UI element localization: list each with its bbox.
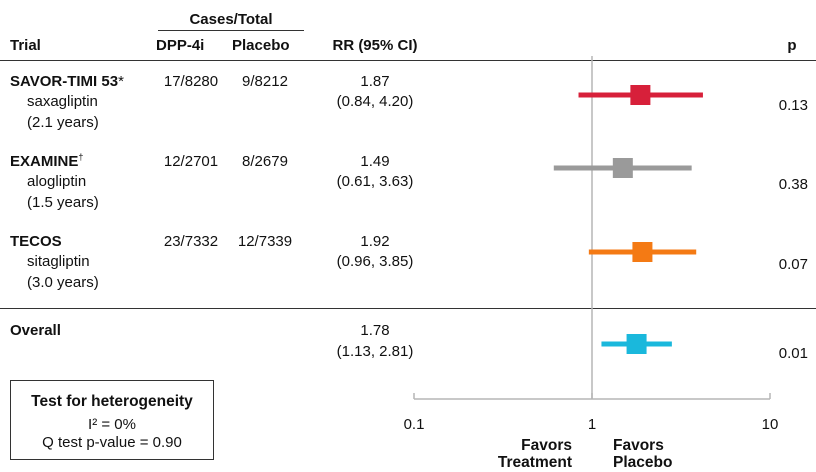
trial-name: TECOS [10, 233, 62, 250]
trial-drug: alogliptin [27, 173, 87, 190]
dpp4i-cases: 23/7332 [163, 233, 219, 250]
placebo-cases: 8/2679 [242, 153, 288, 170]
rr-value: 1.87 [360, 73, 390, 90]
rr-ci: (0.61, 3.63) [336, 173, 414, 190]
favors-placebo-line2: Placebo [613, 454, 673, 471]
rr-value: 1.49 [360, 153, 390, 170]
placebo-cases: 12/7339 [237, 233, 293, 250]
trial-name-cell: SAVOR-TIMI 53* [10, 73, 124, 91]
rr-value: 1.92 [360, 233, 390, 250]
p-value: 0.13 [778, 97, 808, 114]
point-estimate [630, 85, 651, 105]
point-estimate [626, 334, 647, 354]
trial-duration: (3.0 years) [27, 274, 99, 291]
trial-name-cell: TECOS [10, 233, 62, 251]
trial-name: SAVOR-TIMI 53 [10, 73, 119, 90]
dpp4i-cases: 17/8280 [163, 73, 219, 90]
dpp4i-header: DPP-4i [156, 37, 205, 54]
rr-ci: (0.84, 4.20) [336, 93, 414, 110]
trial-drug: sitagliptin [27, 253, 90, 270]
trial-name: EXAMINE [10, 153, 79, 170]
cases-total-header: Cases/Total [189, 11, 273, 28]
placebo-cases: 9/8212 [242, 73, 288, 90]
heterogeneity-box: Test for heterogeneity I² = 0% Q test p-… [10, 380, 214, 460]
i2-stat: I² = 0% [88, 416, 136, 433]
trial-footnote-mark: † [78, 152, 84, 162]
trial-name-cell: EXAMINE† [10, 153, 83, 171]
p-header: p [787, 37, 797, 54]
overall-rr-ci: (1.13, 2.81) [336, 343, 414, 360]
favors-placebo-line1: Favors [613, 437, 664, 454]
point-estimate [632, 242, 653, 262]
rr-ci: (0.96, 3.85) [336, 253, 414, 270]
dpp4i-cases: 12/2701 [163, 153, 219, 170]
favors-treatment-line1: Favors [521, 437, 572, 454]
q-test-pvalue: Q test p-value = 0.90 [42, 434, 182, 451]
point-estimate [612, 158, 633, 178]
trial-header: Trial [10, 37, 41, 54]
overall-label: Overall [10, 322, 61, 339]
placebo-header: Placebo [232, 37, 290, 54]
overall-divider [0, 308, 816, 309]
trial-footnote-mark: * [118, 73, 124, 90]
x-tick-label: 10 [762, 416, 779, 433]
favors-treatment-line2: Treatment [497, 454, 572, 471]
trial-duration: (1.5 years) [27, 194, 99, 211]
x-tick-label: 0.1 [404, 416, 425, 433]
overall-rr-value: 1.78 [360, 322, 390, 339]
trial-drug: saxagliptin [27, 93, 98, 110]
trial-duration: (2.1 years) [27, 114, 99, 131]
p-value: 0.38 [778, 176, 808, 193]
p-value: 0.07 [778, 256, 808, 273]
header-divider [0, 60, 816, 61]
heterogeneity-title: Test for heterogeneity [31, 393, 193, 410]
cases-header-underline [158, 30, 304, 31]
overall-p-value: 0.01 [778, 345, 808, 362]
rr-header: RR (95% CI) [332, 37, 418, 54]
x-tick-label: 1 [588, 416, 596, 433]
